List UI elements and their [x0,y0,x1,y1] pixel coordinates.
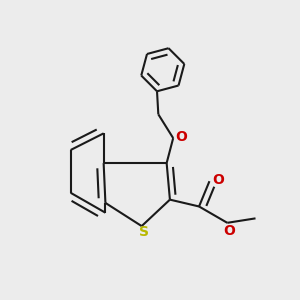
Text: O: O [176,130,188,144]
Text: S: S [139,225,149,239]
Text: O: O [212,173,224,187]
Text: O: O [223,224,235,238]
